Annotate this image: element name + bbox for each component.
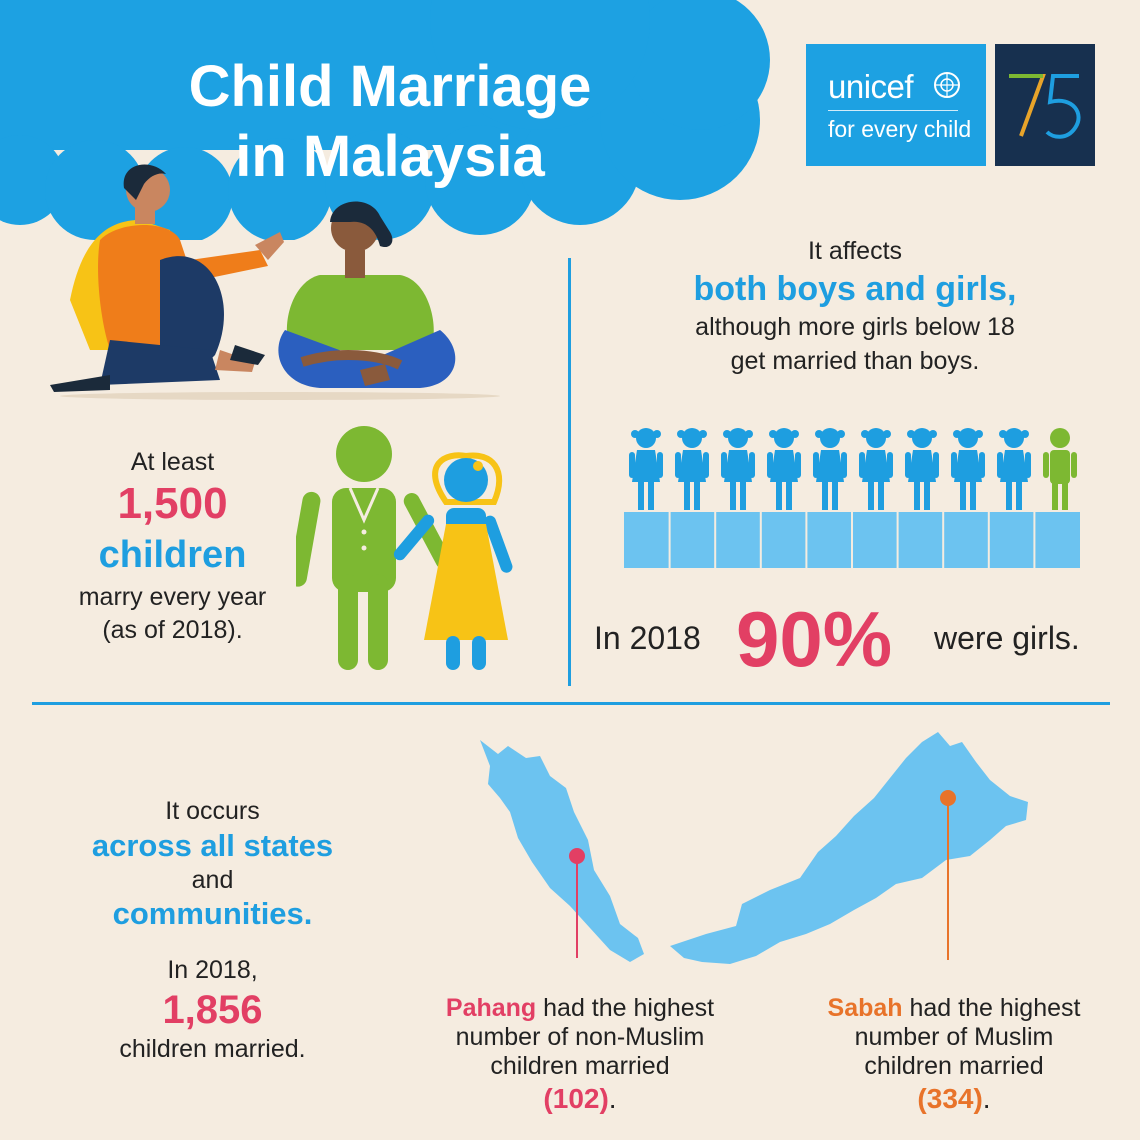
- gender-figures: [624, 428, 1080, 568]
- title-line-2: in Malaysia: [235, 124, 545, 189]
- girl-figure-icon: [629, 428, 663, 510]
- yearly-number: 1,500: [117, 479, 228, 528]
- logo-tagline: for every child: [828, 116, 972, 142]
- stat-prefix: In 2018: [594, 620, 701, 656]
- states-line-1: It occurs: [165, 797, 260, 825]
- yearly-line-5: (as of 2018).: [102, 616, 243, 644]
- pahang-line-3: children married: [490, 1052, 670, 1080]
- girl-figure-icon: [859, 428, 893, 510]
- stat-suffix: were girls.: [934, 620, 1080, 656]
- girl-figure-icon: [997, 428, 1031, 510]
- states-line-5: In 2018,: [167, 956, 258, 984]
- states-line-7: children married.: [119, 1035, 306, 1063]
- stat-value: 90%: [736, 595, 893, 683]
- girl-figure-icon: [675, 428, 709, 510]
- yearly-line-1: At least: [130, 448, 215, 476]
- sabah-value: (334): [917, 1083, 983, 1114]
- pahang-line-2: number of non-Muslim: [455, 1023, 705, 1051]
- boy-figure-icon: [1043, 428, 1077, 510]
- sabah-line-1: had the highest: [902, 994, 1081, 1022]
- states-number: 1,856: [162, 988, 263, 1032]
- bride-icon: [393, 452, 513, 670]
- groom-icon: [296, 426, 452, 670]
- gender-intro: It affects both boys and girls, although…: [610, 234, 1100, 378]
- malaysia-map: [480, 732, 1028, 964]
- horizontal-divider: [32, 702, 1110, 705]
- pahang-caption: Pahang had the highest number of non-Mus…: [418, 994, 742, 1117]
- cloud-banner: [0, 0, 770, 240]
- yearly-line-4: marry every year: [78, 583, 267, 611]
- states-highlight-2: communities.: [112, 896, 313, 931]
- girl-figure-icon: [767, 428, 801, 510]
- sabah-line-3: children married: [864, 1052, 1044, 1080]
- gender-line-3: although more girls below 18: [695, 313, 1015, 341]
- sabah-caption: Sabah had the highest number of Muslim c…: [792, 994, 1116, 1117]
- gender-highlight: both boys and girls,: [693, 270, 1017, 308]
- title-line-1: Child Marriage: [188, 54, 592, 119]
- yearly-stat: At least 1,500 children marry every year…: [40, 446, 305, 646]
- pahang-end: .: [608, 1083, 617, 1114]
- girl-figure-icon: [813, 428, 847, 510]
- sabah-end: .: [982, 1083, 991, 1114]
- logo-brand: unicef: [828, 68, 914, 105]
- states-line-3: and: [191, 866, 234, 894]
- yearly-unit: children: [98, 534, 247, 576]
- gender-line-1: It affects: [807, 237, 903, 265]
- girl-character: [278, 201, 456, 388]
- girl-figure-icon: [721, 428, 755, 510]
- states-highlight-1: across all states: [91, 828, 334, 863]
- unicef-logo: unicef for every child: [806, 44, 986, 166]
- couple-illustration: [50, 164, 500, 400]
- anniversary-logo: 75: [995, 44, 1095, 166]
- location-pin-icon: [569, 848, 585, 864]
- page-title: Child Marriage in Malaysia: [60, 52, 720, 192]
- gender-line-4: get married than boys.: [730, 347, 980, 375]
- sabah-line-2: number of Muslim: [854, 1023, 1054, 1051]
- sabah-state: Sabah: [827, 994, 903, 1022]
- girl-figure-icon: [905, 428, 939, 510]
- states-stat: It occurs across all states and communit…: [60, 794, 365, 1066]
- globe-icon: [934, 72, 960, 98]
- boy-character: [50, 164, 284, 392]
- vertical-divider: [568, 258, 571, 686]
- pahang-state: Pahang: [445, 994, 537, 1022]
- groom-bride-illustration: [296, 426, 513, 670]
- sabah-pin: [940, 790, 956, 960]
- pahang-value: (102): [543, 1083, 609, 1114]
- pahang-line-1: had the highest: [536, 994, 715, 1022]
- gender-stat: In 2018 90% were girls.: [594, 595, 1114, 686]
- location-pin-icon: [940, 790, 956, 806]
- pahang-pin: [569, 848, 585, 958]
- girl-figure-icon: [951, 428, 985, 510]
